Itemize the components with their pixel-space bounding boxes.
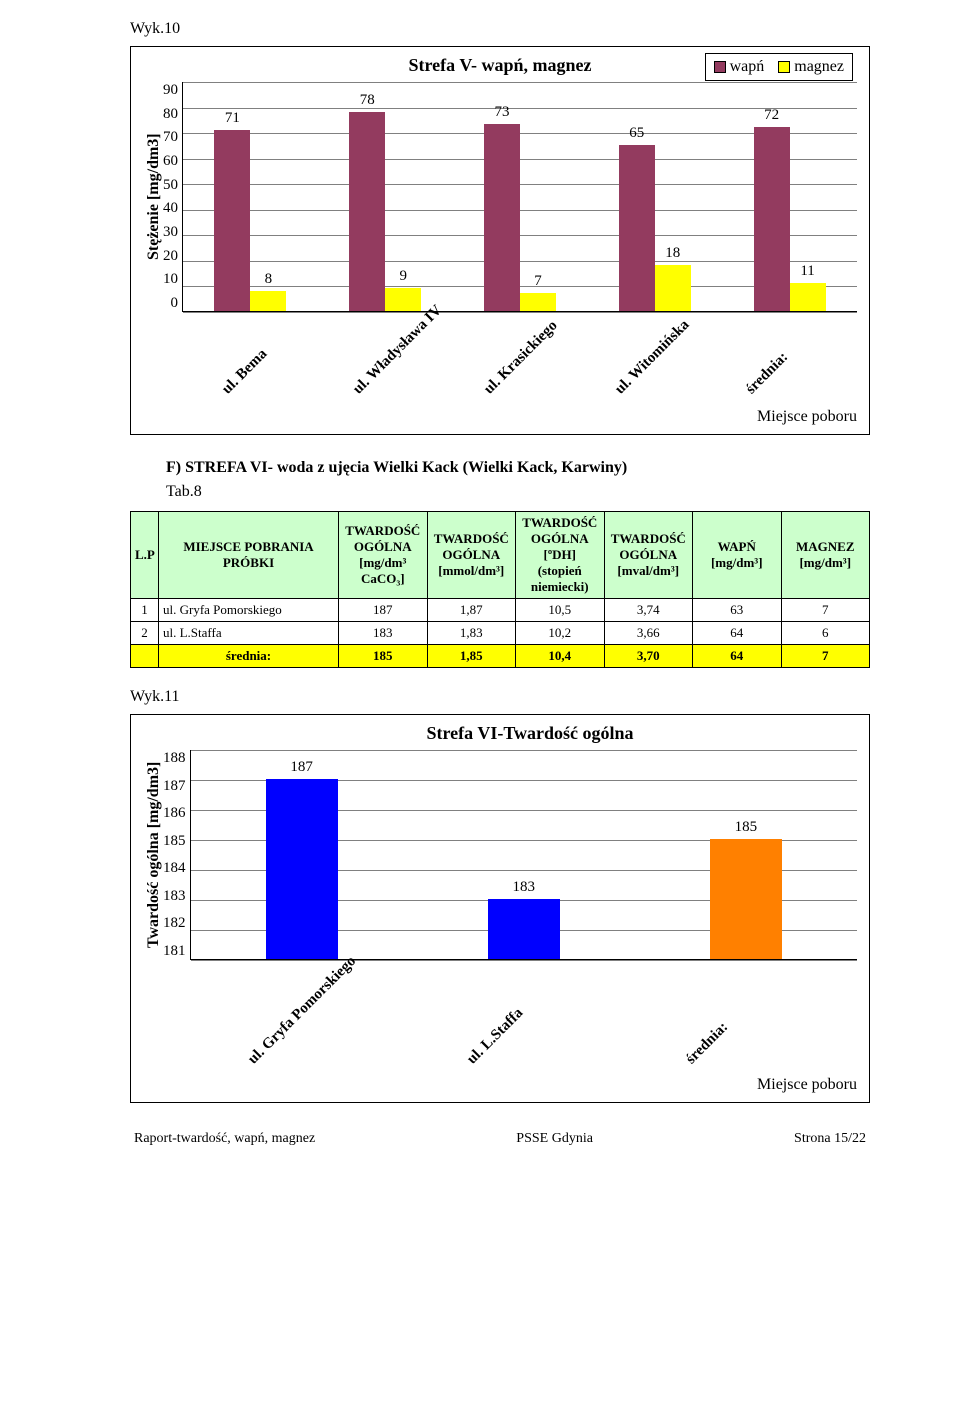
th-c5: TWARDOŚĆ OGÓLNA [mval/dm³] <box>604 512 693 599</box>
chart1-y-ticks: 9080706050403020100 <box>163 82 182 312</box>
footer-right: Strona 15/22 <box>794 1131 866 1147</box>
chart2-x-labels: ul. Gryfa Pomorskiegoul. L.Staffaśrednia… <box>201 960 857 1070</box>
chart1-title: Strefa V- wapń, magnez <box>409 55 592 76</box>
table-8: L.P MIEJSCE POBRANIA PRÓBKI TWARDOŚĆ OGÓ… <box>130 511 870 668</box>
th-c4: TWARDOŚĆ OGÓLNA [ºDH] (stopień niemiecki… <box>516 512 605 599</box>
chart-strefa-v: Strefa V- wapń, magnez wapń magnez Stęże… <box>130 46 870 435</box>
figure-11-label: Wyk.11 <box>130 688 870 706</box>
footer-left: Raport-twardość, wapń, magnez <box>134 1131 315 1147</box>
chart2-y-ticks: 188187186185184183182181 <box>163 750 190 960</box>
legend-swatch-magnez <box>778 61 790 73</box>
th-c3: TWARDOŚĆ OGÓLNA [mmol/dm³] <box>427 512 516 599</box>
footer-center: PSSE Gdynia <box>516 1131 593 1147</box>
chart1-y-title: Stężenie [mg/dm3] <box>143 82 163 312</box>
chart1-legend: wapń magnez <box>705 53 853 81</box>
legend-label-magnez: magnez <box>794 58 844 76</box>
legend-swatch-wapn <box>714 61 726 73</box>
chart2-plot: 187183185 <box>190 750 858 960</box>
th-c2: TWARDOŚĆ OGÓLNA [mg/dm³ CaCO₃] <box>339 512 428 599</box>
table-row: 1ul. Gryfa Pomorskiego1871,8710,53,74637 <box>131 599 870 622</box>
table-8-label: Tab.8 <box>130 483 870 501</box>
chart2-title: Strefa VI-Twardość ogólna <box>143 723 857 744</box>
page-footer: Raport-twardość, wapń, magnez PSSE Gdyni… <box>130 1131 870 1147</box>
th-c6: WAPŃ [mg/dm³] <box>693 512 782 599</box>
chart2-y-title: Twardość ogólna [mg/dm3] <box>143 750 163 960</box>
figure-10-label: Wyk.10 <box>130 20 870 38</box>
th-lp: L.P <box>131 512 159 599</box>
chart1-x-labels: ul. Bemaul. Władysława IVul. Krasickiego… <box>201 312 857 402</box>
section-f-title: F) STREFA VI- woda z ujęcia Wielki Kack … <box>130 459 870 477</box>
chart-strefa-vi: Strefa VI-Twardość ogólna Twardość ogóln… <box>130 714 870 1103</box>
th-place: MIEJSCE POBRANIA PRÓBKI <box>159 512 339 599</box>
legend-label-wapn: wapń <box>730 58 765 76</box>
table-row: 2ul. L.Staffa1831,8310,23,66646 <box>131 622 870 645</box>
chart1-plot: 71878973765187211 <box>182 82 857 312</box>
table-row-summary: średnia:1851,8510,43,70647 <box>131 645 870 668</box>
th-c7: MAGNEZ [mg/dm³] <box>781 512 870 599</box>
